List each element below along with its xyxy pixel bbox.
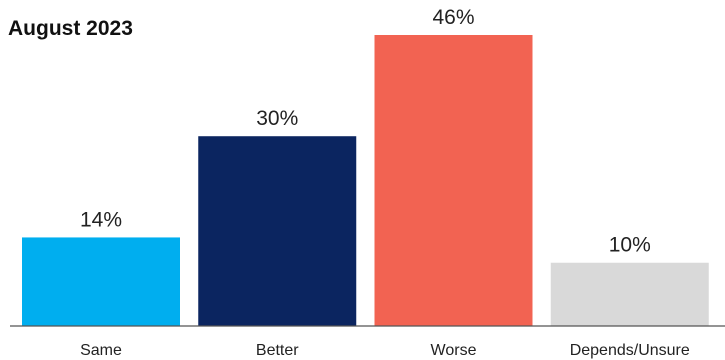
bars-group (22, 35, 709, 326)
data-labels-group: 14% 30% 46% 10% (80, 6, 651, 257)
bar-depends-unsure (550, 262, 709, 326)
tick-label-better: Better (256, 342, 299, 359)
bar-same (22, 237, 180, 326)
data-label-worse: 46% (432, 6, 474, 29)
data-label-same: 14% (80, 208, 122, 231)
tick-label-worse: Worse (431, 342, 477, 359)
bar-worse (374, 35, 533, 326)
data-label-depends-unsure: 10% (609, 234, 651, 257)
tick-label-same: Same (80, 342, 122, 359)
tick-label-depends-unsure: Depends/Unsure (570, 342, 690, 359)
tick-labels-group: Same Better Worse Depends/Unsure (80, 342, 690, 359)
data-label-better: 30% (256, 107, 298, 130)
bar-better (198, 136, 357, 326)
chart-title: August 2023 (8, 17, 133, 40)
